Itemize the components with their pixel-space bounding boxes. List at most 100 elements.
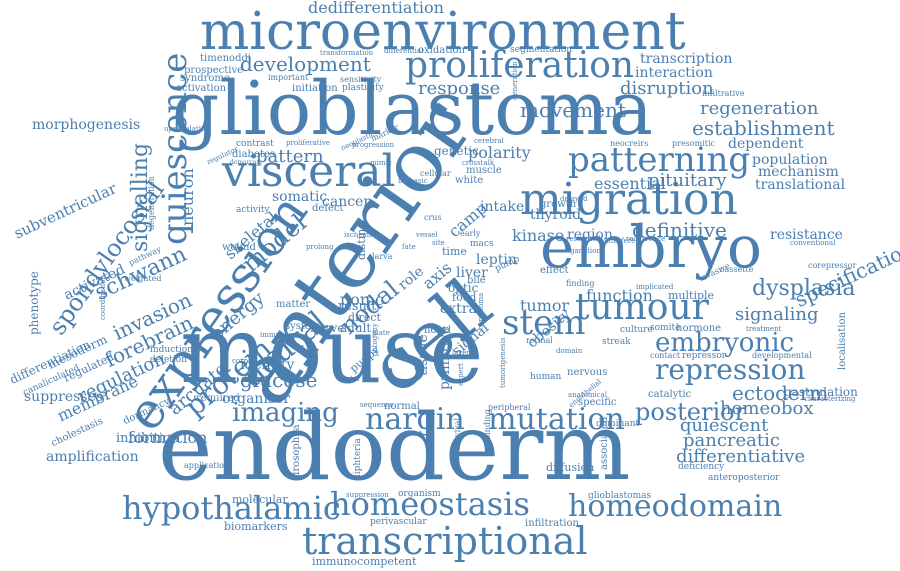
word-activation: activation [176, 83, 227, 94]
word-mutation: mutation [488, 402, 625, 437]
word-response: response [418, 78, 501, 99]
word-differentiative: differentiative [676, 446, 806, 467]
word-diphteria: diphteria [353, 438, 363, 480]
word-degeneration: degeneration [147, 176, 156, 230]
word-proliferation: proliferation [405, 45, 635, 86]
word-plate: plate [372, 329, 390, 337]
word-interaction: interaction [635, 65, 713, 81]
word-kinase: kinase [512, 226, 565, 245]
word-correct: correct [232, 357, 258, 365]
word-application: application [184, 461, 230, 470]
word-visceral: visceral [222, 146, 396, 197]
word-bile: bile [467, 275, 486, 286]
word-neuron: neuron [178, 168, 197, 226]
word-site: site [432, 239, 445, 247]
word-contact: contact [650, 351, 681, 360]
word-catalytic: catalytic [648, 389, 692, 400]
word-human: human [530, 372, 562, 382]
word-prospective: prospective [184, 65, 244, 76]
word-important: important [268, 73, 309, 82]
word-immunocompetent: immunocompetent [312, 555, 417, 568]
word-generation: generation [511, 61, 519, 100]
word-embryonic: embryonic [655, 328, 795, 358]
word-biomarkers: biomarkers [224, 520, 288, 533]
word-nervous: nervous [567, 367, 608, 378]
word-oxidation: oxidation [418, 45, 465, 56]
word-anteroposterior: anteroposterior [708, 473, 780, 483]
word-specific: specific [578, 397, 617, 408]
word-intake: intake [480, 199, 525, 215]
word-mimic: mimic [370, 159, 392, 167]
word-cholestasis: cholestasis [49, 415, 105, 450]
word-nerve: nerve [310, 321, 345, 335]
word-implicated: implicated [636, 283, 674, 291]
word-morphogenesis: morphogenesis [32, 117, 141, 133]
word-infiltrative: infiltrative [702, 89, 745, 98]
word-thyroid: thyroid [530, 207, 582, 223]
word-proliferative: proliferative [286, 139, 330, 147]
word-movement: movement [520, 98, 626, 122]
word-hypothalamic: hypothalamic [122, 489, 341, 527]
word-deletion: deletion [150, 355, 188, 365]
word-survival: survival [453, 417, 462, 450]
word-homeobox: homeobox [720, 398, 814, 419]
word-drosophila: drosophila [291, 424, 302, 478]
word-dominant: dominant [596, 419, 640, 429]
word-signaling: signaling [735, 304, 819, 325]
word-growth: growth [540, 199, 577, 210]
word-development: development [240, 52, 371, 76]
word-macs: macs [470, 239, 494, 249]
word-disruption: disruption [620, 78, 714, 99]
word-layer: layer [452, 349, 470, 357]
word-homeostasis: homeostasis [330, 485, 530, 523]
word-initiation: initiation [292, 83, 338, 94]
word-stem: stem [502, 303, 586, 343]
word-domain: domain [556, 347, 583, 355]
word-ischemic: ischemic [344, 231, 376, 239]
word-prolong: prolong [306, 243, 334, 251]
word-liver: liver [456, 265, 488, 281]
word-localisation: localisation [837, 312, 848, 370]
word-tissue: tissue [415, 334, 431, 376]
word-delayed: delayed [560, 195, 588, 203]
word-imaging: imaging [232, 398, 339, 428]
word-gastrulation: gastrulation [784, 385, 858, 399]
word-organiser: organiser [222, 391, 291, 407]
word-homeodomain: homeodomain [568, 489, 783, 524]
word-genetic: genetic [434, 144, 479, 158]
word-dedifferentiation: dedifferentiation [308, 0, 444, 17]
word-restricted: restricted [566, 235, 601, 243]
word-differential: differential [384, 47, 424, 55]
word-amplification: amplification [46, 449, 139, 465]
word-effect: effect [540, 265, 569, 276]
word-translational: translational [755, 177, 846, 193]
word-matter: matter [276, 299, 311, 310]
word-biphasic: biphasic [398, 177, 428, 185]
word-segmentation: segmentation [510, 45, 573, 55]
word-infiltration: infiltration [525, 518, 579, 529]
word-perivascular: perivascular [370, 517, 427, 527]
word-cassette: cassette [720, 265, 754, 274]
word-muscle: muscle [466, 165, 502, 176]
word-glucose: glucose [240, 368, 318, 392]
word-ictal: ictal [344, 375, 360, 383]
word-multiple: multiple [668, 289, 715, 302]
word-region: region [567, 227, 613, 243]
word-glioblastomas: glioblastomas [588, 491, 652, 501]
word-microenvironment: microenvironment [200, 2, 686, 62]
word-immune: immune [260, 331, 289, 339]
word-somatic: somatic [272, 189, 328, 205]
word-weighted: weighted [124, 274, 162, 283]
word-white: white [455, 175, 484, 186]
word-crus: crus [424, 213, 442, 222]
word-extra: extra [440, 301, 477, 317]
word-suppresses: suppresses [24, 389, 103, 405]
word-cellular: cellular [420, 169, 451, 178]
word-leptin: leptin [476, 252, 517, 268]
word-treatment: treatment [746, 325, 782, 333]
word-associated: associated [599, 416, 610, 470]
word-polarity: polarity [468, 143, 531, 162]
word-tumour: tumour [575, 287, 709, 328]
word-carcinoma: carcinoma [477, 292, 485, 330]
word-sequence: sequence [360, 401, 394, 409]
